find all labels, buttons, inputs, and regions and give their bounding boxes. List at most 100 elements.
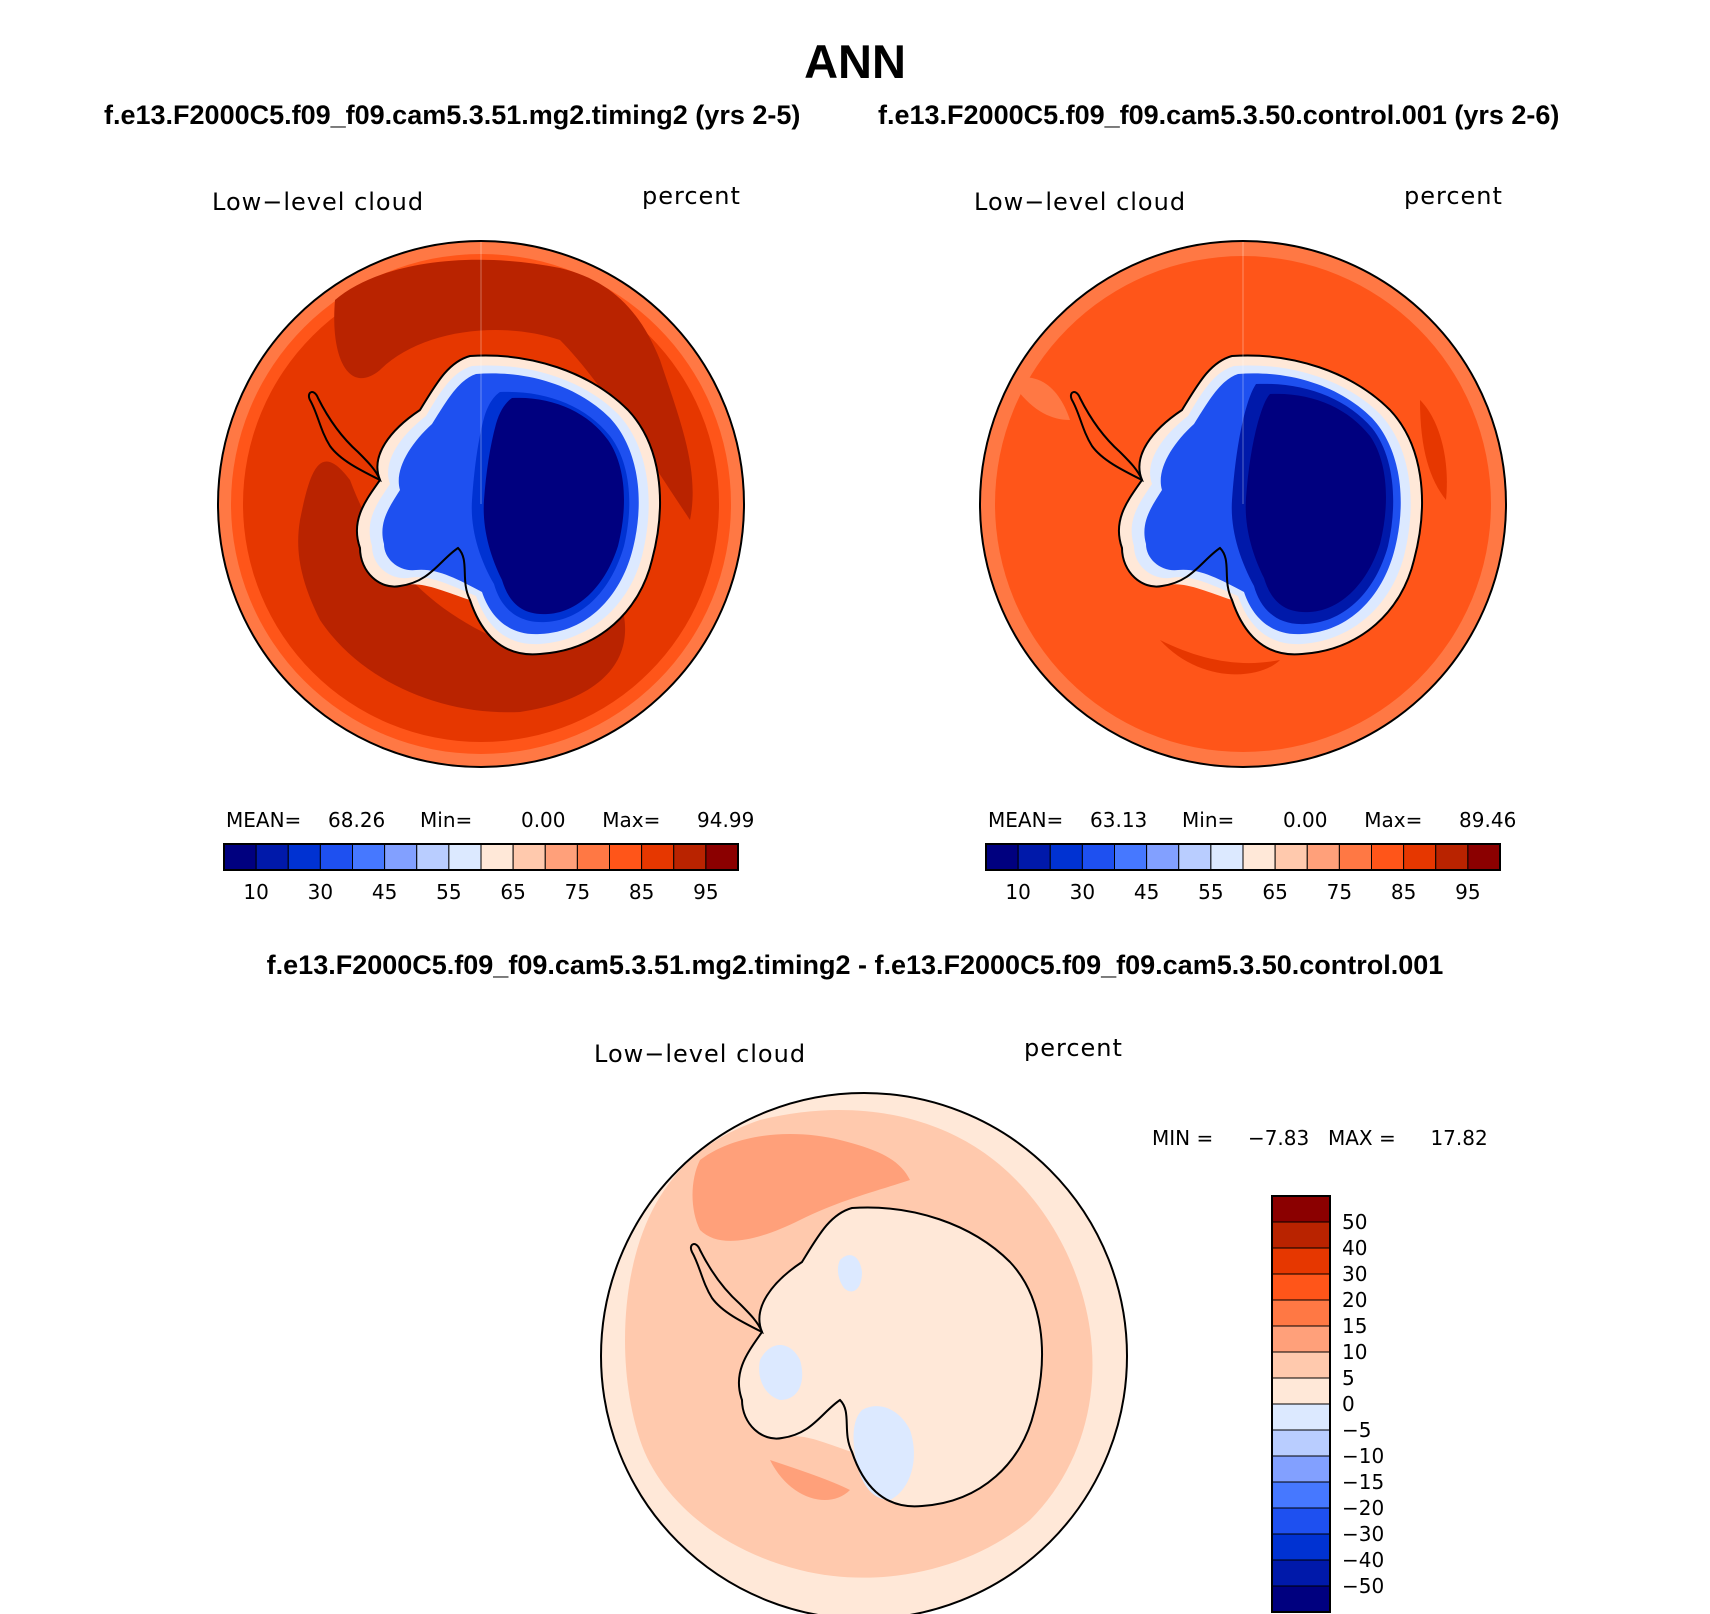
case1-colorbar-swatch [544, 843, 578, 871]
difference-colorbar-outline [1271, 1195, 1331, 1613]
difference-colorbar-swatch [1271, 1377, 1331, 1405]
case1-colorbar-swatch [384, 843, 418, 871]
case2-colorbar-tick-label: 75 [1326, 880, 1353, 904]
case1-stats: MEAN= 68.26 Min= 0.00 Max= 94.99 [226, 808, 754, 832]
difference-colorbar-tick-label: 0 [1342, 1392, 1355, 1416]
case1-map [218, 241, 744, 767]
main-title: ANN [804, 35, 906, 88]
case1-colorbar-swatch [609, 843, 643, 871]
case1-colorbar-swatch [255, 843, 289, 871]
case2-max-label: Max= [1364, 808, 1423, 832]
case2-mean-value: 63.13 [1090, 808, 1148, 832]
difference-colorbar-tick-label: −15 [1342, 1470, 1385, 1494]
difference-colorbar-swatch [1271, 1325, 1331, 1353]
difference-colorbar-swatch [1271, 1455, 1331, 1483]
difference-colorbar-tick-label: 40 [1342, 1236, 1368, 1260]
case1-variable-label: Low−level cloud [212, 188, 425, 216]
case1-colorbar-swatch [448, 843, 482, 871]
difference-max-value: 17.82 [1430, 1126, 1488, 1150]
case2-colorbar-swatch [1435, 843, 1469, 871]
case2-peninsula [1070, 391, 1144, 483]
case1-colorbar [223, 843, 739, 871]
difference-colorbar-swatch [1271, 1403, 1331, 1431]
difference-colorbar-swatch [1271, 1507, 1331, 1535]
case1-min-value: 0.00 [520, 808, 566, 832]
case2-colorbar-swatch [1371, 843, 1405, 871]
case1-colorbar-swatch [705, 843, 739, 871]
difference-map [601, 1093, 1127, 1614]
case2-colorbar-swatch [1049, 843, 1083, 871]
case2-colorbar-swatch [1210, 843, 1244, 871]
difference-colorbar-swatch [1271, 1221, 1331, 1249]
case2-units-label: percent [1404, 182, 1503, 210]
case2-max-value: 89.46 [1459, 808, 1517, 832]
case2-colorbar-swatch [1274, 843, 1308, 871]
case2-lighter-patch-west [1010, 377, 1070, 420]
difference-max-label: MAX = [1327, 1126, 1396, 1150]
difference-colorbar-swatch [1271, 1585, 1331, 1613]
case2-colorbar-swatch [985, 843, 1019, 871]
case1-colorbar-tick-label: 45 [371, 880, 398, 904]
difference-map-border [600, 1092, 1128, 1614]
case1-colorbar-tick-label: 75 [564, 880, 591, 904]
case2-colorbar-tick-label: 45 [1133, 880, 1160, 904]
difference-orange-patch-south [770, 1460, 850, 1500]
case2-colorbar-swatch [1306, 843, 1340, 871]
case2-colorbar [985, 843, 1501, 871]
case1-high-cloud-region [334, 259, 693, 520]
difference-orange-patch-north [692, 1134, 910, 1241]
difference-colorbar-tick-label: −50 [1342, 1574, 1385, 1598]
case1-antarctica [308, 354, 661, 656]
difference-stats: MIN = −7.83 MAX = 17.82 [1152, 1126, 1488, 1150]
difference-min-value: −7.83 [1247, 1126, 1310, 1150]
case1-colorbar-swatch [223, 843, 257, 871]
difference-antarctica [690, 1206, 1043, 1508]
case2-map [980, 241, 1506, 767]
difference-colorbar-tick-label: 20 [1342, 1288, 1368, 1312]
difference-colorbar-tick-label: 30 [1342, 1262, 1368, 1286]
difference-colorbar-tick-label: 50 [1342, 1210, 1368, 1234]
case2-colorbar-tick-label: 95 [1455, 880, 1481, 904]
case1-units-label: percent [642, 182, 741, 210]
case1-colorbar-swatch [352, 843, 386, 871]
case1-colorbar-tick-label: 85 [628, 880, 655, 904]
difference-colorbar-tick-label: −10 [1342, 1444, 1385, 1468]
difference-colorbar [1271, 1195, 1331, 1613]
case2-colorbar-outline [985, 843, 1501, 871]
case1-colorbar-outline [223, 843, 739, 871]
case2-mean-label: MEAN= [988, 808, 1064, 832]
case1-colorbar-tick-label: 10 [243, 880, 269, 904]
case1-colorbar-tick-label: 30 [307, 880, 334, 904]
case1-title: f.e13.F2000C5.f09_f09.cam5.3.51.mg2.timi… [104, 100, 801, 130]
case1-colorbar-swatch [287, 843, 321, 871]
case2-colorbar-swatch [1114, 843, 1148, 871]
difference-colorbar-tick-label: 10 [1342, 1340, 1368, 1364]
case1-colorbar-swatch [641, 843, 675, 871]
case1-mean-label: MEAN= [226, 808, 302, 832]
case1-min-label: Min= [420, 808, 473, 832]
case1-colorbar-swatch [416, 843, 450, 871]
case1-max-label: Max= [602, 808, 661, 832]
case2-colorbar-swatch [1338, 843, 1372, 871]
case2-map-border [979, 240, 1507, 768]
case2-colorbar-tick-label: 85 [1390, 880, 1417, 904]
difference-negative-patch [853, 1406, 914, 1500]
case1-map-border [217, 240, 745, 768]
case2-stats: MEAN= 63.13 Min= 0.00 Max= 89.46 [988, 808, 1516, 832]
case1-colorbar-swatch [480, 843, 514, 871]
case2-colorbar-tick-label: 65 [1262, 880, 1288, 904]
case1-max-value: 94.99 [697, 808, 755, 832]
difference-colorbar-tick-label: 15 [1342, 1314, 1368, 1338]
case2-colorbar-swatch [1081, 843, 1115, 871]
case2-colorbar-swatch [1146, 843, 1180, 871]
difference-colorbar-tick-label: 5 [1342, 1366, 1355, 1390]
difference-colorbar-swatch [1271, 1299, 1331, 1327]
difference-units-label: percent [1024, 1034, 1123, 1062]
difference-peninsula [690, 1243, 764, 1335]
case2-darker-patch-east [1420, 400, 1447, 500]
case1-colorbar-swatch [512, 843, 546, 871]
case2-min-label: Min= [1182, 808, 1235, 832]
case2-colorbar-tick-label: 55 [1198, 880, 1224, 904]
case2-variable-label: Low−level cloud [974, 188, 1187, 216]
